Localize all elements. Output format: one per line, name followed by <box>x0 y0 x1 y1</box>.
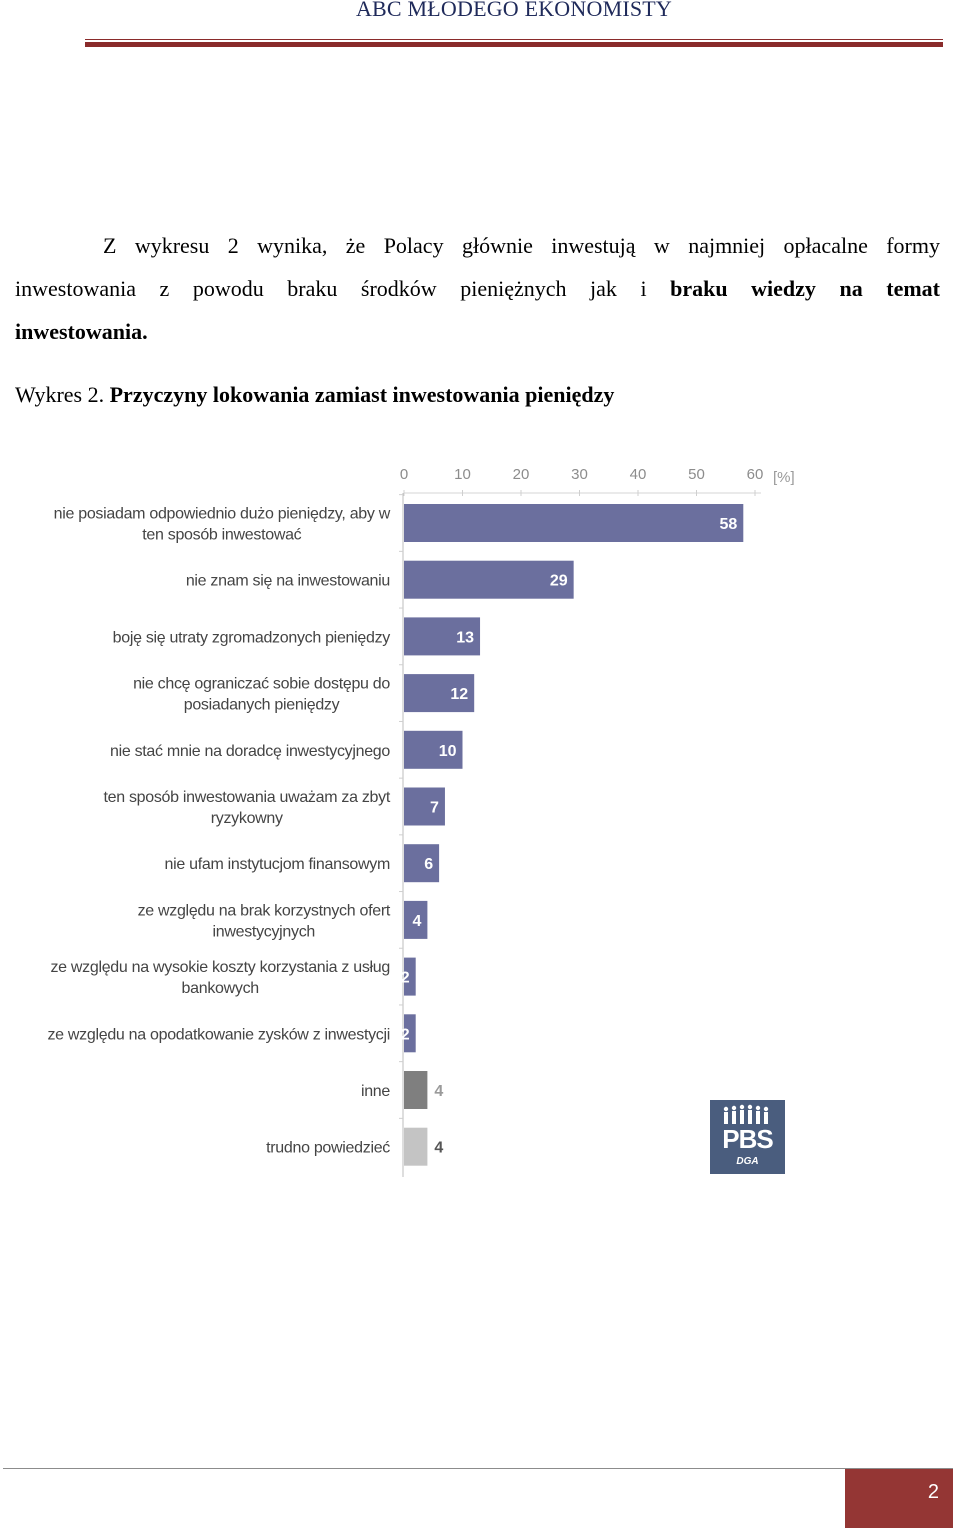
bar-value-label: 4 <box>412 913 421 930</box>
page-number-box: 2 <box>845 1469 953 1528</box>
bar <box>404 674 475 713</box>
category-label: ze względu na brak korzystnych ofert <box>138 902 391 919</box>
bar <box>404 957 416 996</box>
bar <box>404 560 574 599</box>
header-rule-thick <box>85 42 943 47</box>
x-tick-label: 20 <box>513 466 530 483</box>
category-label: ze względu na wysokie koszty korzystania… <box>50 959 390 976</box>
bar-value-label: 10 <box>439 743 457 760</box>
x-tick-label: 0 <box>400 466 408 483</box>
x-tick-label: 40 <box>630 466 647 483</box>
paragraph-line-2-normal: inwestowania z powodu braku środków pien… <box>15 276 671 301</box>
bar-value-label: 13 <box>456 629 474 646</box>
bar-value-label: 4 <box>434 1083 443 1100</box>
x-tick-label: 30 <box>571 466 588 483</box>
bar-value-label: 29 <box>550 573 568 590</box>
pbs-logo: PBS DGA <box>710 1100 785 1174</box>
category-label: trudno powiedzieć <box>266 1140 390 1157</box>
bar-value-label: 4 <box>434 1140 443 1157</box>
bar-value-label: 58 <box>720 516 738 533</box>
paragraph-line-3-bold: inwestowania. <box>15 319 148 344</box>
category-label: nie ufam instytucjom finansowym <box>165 856 390 873</box>
x-unit-label: [%] <box>773 469 795 486</box>
paragraph-line-3: inwestowania. <box>15 310 940 353</box>
bar <box>404 730 463 769</box>
header-rule <box>85 39 943 40</box>
page-number: 2 <box>927 1481 939 1503</box>
x-tick-label: 10 <box>454 466 471 483</box>
pbs-logo-text: PBS <box>722 1124 773 1154</box>
category-label: nie stać mnie na doradcę inwestycyjnego <box>110 743 390 760</box>
bar-chart: 0 10 20 30 40 50 60 [%] 58 nie posiadam odpowiedn… <box>47 466 795 1177</box>
paragraph-line-1: Z wykresu 2 wynika, że Polacy głównie in… <box>103 233 940 258</box>
x-tick-label: 60 <box>747 466 764 483</box>
category-label: posiadanych pieniędzy <box>184 697 340 714</box>
category-label: ten sposób inwestować <box>142 527 301 544</box>
pbs-logo-subtext: DGA <box>736 1156 759 1167</box>
header-title: ABC MŁODEGO EKONOMISTY <box>355 0 673 21</box>
bar <box>404 1014 416 1053</box>
bar-value-label: 2 <box>401 970 410 987</box>
chart-caption: Wykres 2. Przyczyny lokowania zamiast in… <box>15 382 614 408</box>
bar-value-label: 2 <box>401 1026 410 1043</box>
category-label: bankowych <box>182 980 259 997</box>
bar <box>404 787 445 826</box>
category-label: inne <box>361 1083 390 1100</box>
category-label: nie chcę ograniczać sobie dostępu do <box>133 676 390 693</box>
bar <box>404 1071 428 1109</box>
bar <box>404 617 481 656</box>
category-label: inwestycyjnych <box>213 923 316 940</box>
category-label: boję się utraty zgromadzonych pieniędzy <box>113 629 391 646</box>
footer-rule <box>3 1468 953 1469</box>
x-tick-label: 50 <box>688 466 705 483</box>
category-label: nie znam się na inwestowaniu <box>186 573 390 590</box>
caption-title: Przyczyny lokowania zamiast inwestowania… <box>109 382 615 407</box>
category-label: ryzykowny <box>211 810 283 827</box>
bar <box>404 844 440 883</box>
bar-value-label: 12 <box>450 686 468 703</box>
paragraph-line-2: inwestowania z powodu braku środków pien… <box>15 267 940 310</box>
bar-value-label: 6 <box>424 856 433 873</box>
body-paragraph: Z wykresu 2 wynika, że Polacy głównie in… <box>15 224 940 353</box>
paragraph-line-2-bold: braku wiedzy na temat <box>670 276 940 301</box>
bar <box>404 900 428 939</box>
category-label: ze względu na opodatkowanie zysków z inw… <box>47 1026 390 1043</box>
category-label: ten sposób inwestowania uważam za zbyt <box>103 789 390 806</box>
caption-prefix: Wykres 2. <box>15 382 110 407</box>
bar <box>404 1127 428 1166</box>
people-icon <box>723 1104 769 1124</box>
bar <box>404 504 744 542</box>
category-label: nie posiadam odpowiednio dużo pieniędzy,… <box>54 506 391 523</box>
bar-value-label: 7 <box>430 800 439 817</box>
